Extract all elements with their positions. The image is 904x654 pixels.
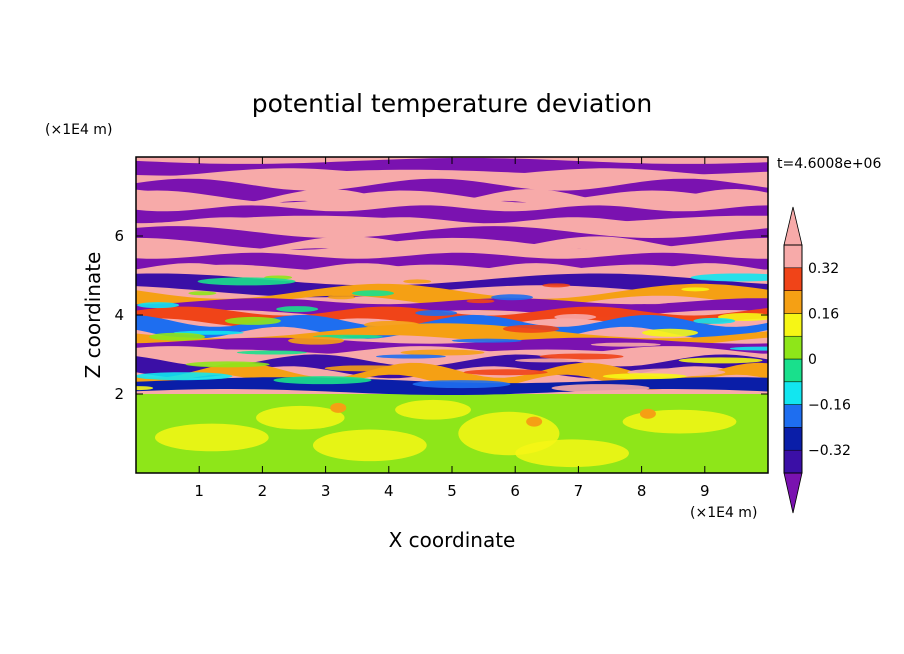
x-tick-label: 8: [637, 482, 647, 500]
colorbar-segment: [783, 313, 803, 337]
colorbar-segment: [783, 290, 803, 314]
mixed-patch: [554, 313, 597, 320]
mixed-patch: [185, 361, 270, 368]
x-axis-label: X coordinate: [389, 528, 516, 552]
colorbar-over-arrow: [783, 206, 803, 246]
mixed-patch: [400, 349, 485, 356]
mixed-patch: [276, 306, 319, 313]
mixed-patch: [363, 320, 420, 329]
mixed-patch: [642, 328, 699, 337]
y-tick-label: 4: [114, 306, 124, 324]
colorbar-segment: [783, 335, 803, 360]
x-tick-label: 5: [447, 482, 457, 500]
contour-band: [136, 273, 768, 298]
colorbar-label: 0.16: [808, 306, 839, 322]
lower-patch: [154, 423, 269, 452]
mixed-patch: [466, 299, 495, 304]
lower-patch: [395, 399, 471, 420]
x-tick-label: 4: [384, 482, 394, 500]
mixed-patch: [352, 290, 394, 297]
lower-patch: [515, 439, 629, 468]
mixed-patch: [327, 295, 356, 300]
plot-area: [136, 157, 768, 473]
contour-band: [136, 236, 768, 264]
lower-patch: [312, 429, 427, 462]
colorbar-segment: [783, 358, 803, 383]
x-tick-label: 1: [194, 482, 204, 500]
colorbar-label: 0: [808, 352, 817, 368]
lower-spot: [330, 402, 347, 413]
colorbar-segment: [783, 381, 803, 405]
mixed-patch: [288, 336, 345, 345]
mixed-patch: [224, 316, 281, 325]
mixed-patch: [137, 302, 180, 309]
lower-patch: [256, 405, 345, 430]
mixed-patch: [136, 372, 233, 381]
x-tick-label: 2: [258, 482, 268, 500]
colorbar-frame: [783, 244, 803, 474]
mixed-patch: [717, 312, 768, 321]
mixed-patch: [693, 317, 736, 324]
mixed-patch: [491, 294, 534, 301]
colorbar-segment: [783, 449, 803, 474]
colorbar-segment: [783, 404, 803, 428]
mixed-patch: [551, 384, 650, 393]
mixed-patch: [602, 373, 687, 380]
lower-spot: [639, 408, 656, 419]
colorbar-label: −0.32: [808, 443, 851, 459]
axis-ticks: 1 2 3 4 5 6 7 8 9 2 4 6: [114, 157, 768, 500]
mixed-patch: [324, 365, 409, 372]
colorbar-under-arrow: [783, 472, 803, 514]
mixed-patch: [690, 273, 768, 282]
colorbar-segment: [783, 244, 803, 269]
contour-band: [136, 215, 768, 237]
mixed-patch: [578, 309, 635, 318]
colorbar: 0.32 0.16 0 −0.16 −0.32: [783, 206, 851, 514]
x-tick-label: 3: [321, 482, 331, 500]
mixed-patch: [451, 338, 522, 343]
x-unit-label: (×1E4 m): [690, 505, 757, 521]
y-tick-label: 6: [114, 227, 124, 245]
mixed-patch: [136, 386, 154, 391]
mixed-patch: [149, 332, 206, 341]
colorbar-label: −0.16: [808, 398, 851, 414]
x-tick-label: 6: [510, 482, 520, 500]
y-unit-label: (×1E4 m): [45, 122, 112, 138]
mixed-patch: [503, 324, 559, 333]
lower-spot: [526, 416, 543, 427]
mixed-patch: [412, 380, 511, 389]
x-tick-label: 7: [574, 482, 584, 500]
mixed-patch: [197, 277, 296, 286]
contour-band: [136, 252, 768, 271]
lower-patch: [622, 409, 737, 434]
contour-band: [136, 283, 768, 311]
colorbar-label: 0.32: [808, 261, 839, 277]
mixed-patch: [630, 298, 673, 305]
contour-band: [136, 168, 768, 190]
mixed-patch: [236, 350, 307, 355]
colorbar-segment: [783, 427, 803, 451]
mixed-patch: [590, 342, 661, 347]
mixed-patch: [539, 353, 624, 360]
mixed-patch: [403, 279, 432, 284]
mixed-patch: [678, 357, 763, 364]
mixed-patch: [415, 310, 458, 317]
mixed-patch: [188, 291, 217, 296]
colorbar-segment: [783, 267, 803, 291]
chart-title: potential temperature deviation: [252, 89, 652, 118]
contour-band: [136, 314, 768, 339]
mixed-patch: [681, 287, 710, 292]
y-axis-label: Z coordinate: [81, 252, 105, 379]
mixed-patch: [729, 346, 768, 351]
mixed-patch: [542, 283, 571, 288]
mixed-patch: [375, 354, 446, 359]
mixed-patch: [463, 369, 548, 376]
mixed-patch: [273, 376, 372, 385]
mixed-patch: [514, 358, 585, 363]
x-tick-label: 9: [700, 482, 710, 500]
y-tick-label: 2: [114, 385, 124, 403]
time-label: t=4.6008e+06: [777, 156, 881, 172]
